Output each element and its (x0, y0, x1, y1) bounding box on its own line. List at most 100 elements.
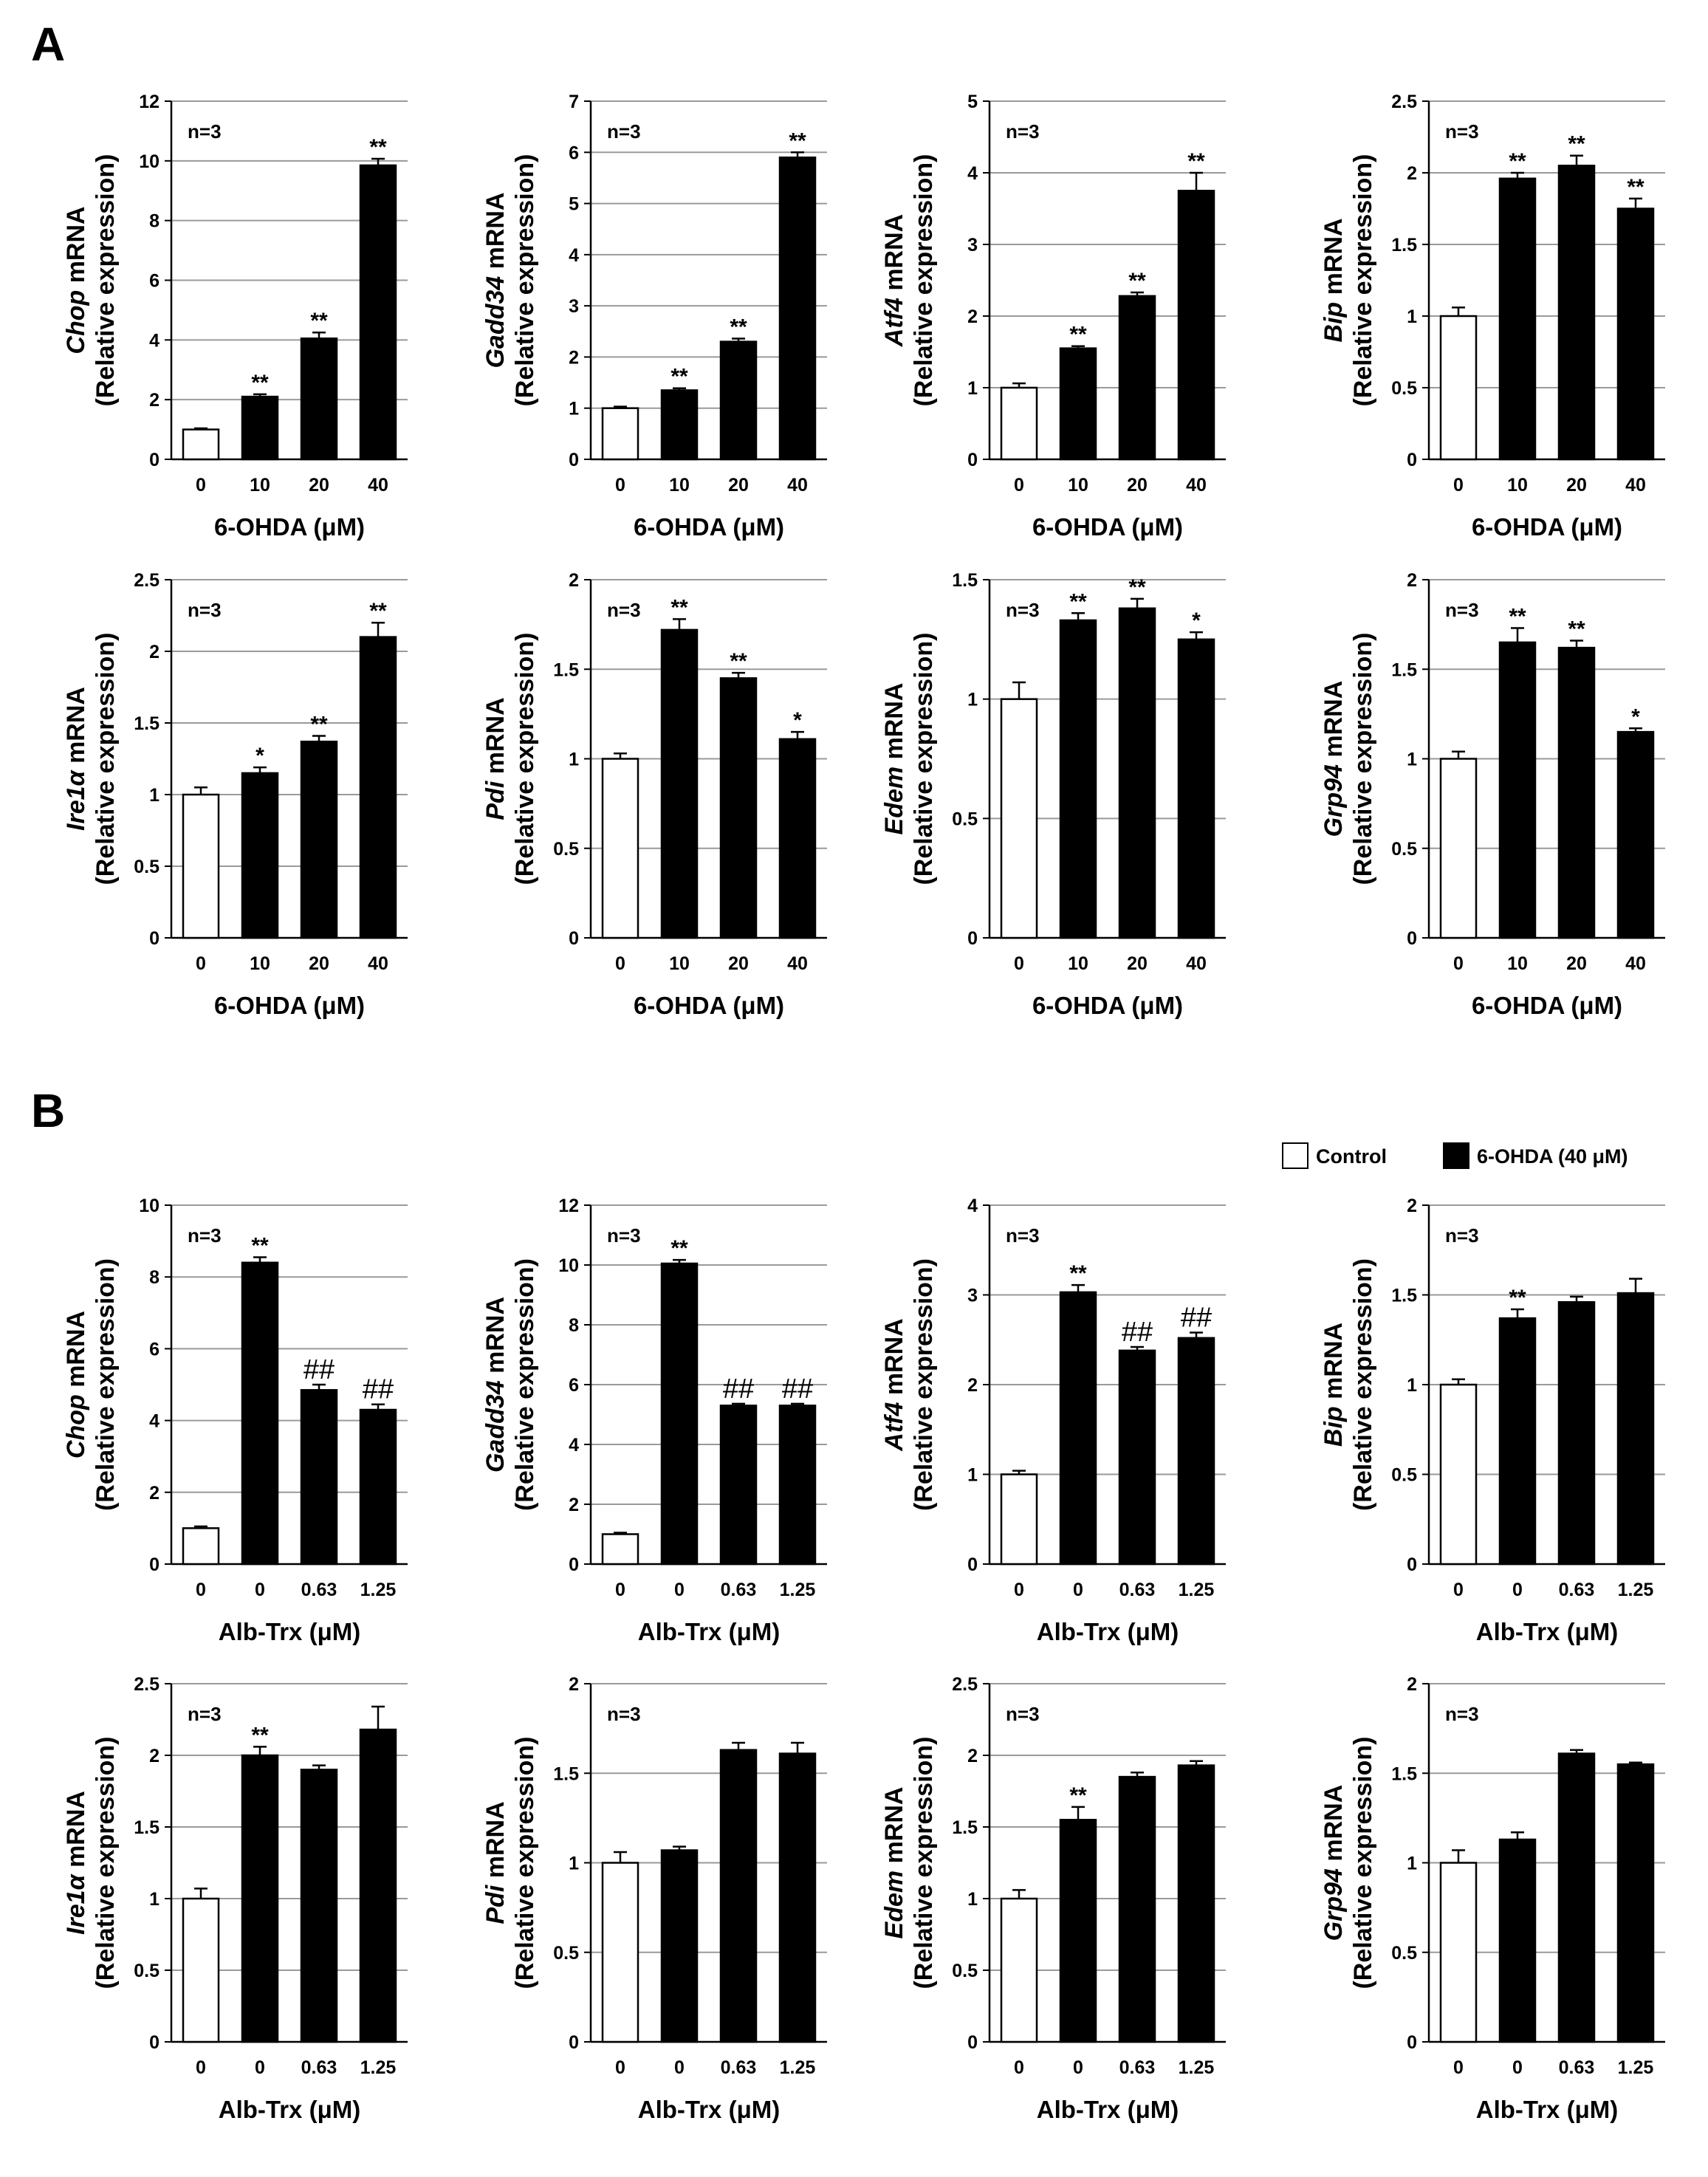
y-tick-label: 1.5 (952, 570, 978, 591)
x-axis-title: 6-OHDA (μM) (1472, 513, 1622, 541)
y-tick-label: 6 (149, 271, 160, 292)
n-label: n=3 (188, 1224, 222, 1247)
bar (719, 677, 758, 939)
x-tick-label: 0 (255, 1580, 265, 1600)
y-axis-title: Atf4 mRNA (880, 1318, 908, 1451)
bar (778, 738, 817, 939)
chart-a-gadd34: 0 1 2 3 4 5 6 7 0 ** 10 ** 20 ** 40 n=3 6-OHDA (μM) Gadd3… (481, 92, 827, 541)
y-axis-title: Ire1α mRNA (62, 1791, 90, 1935)
bar (660, 389, 699, 461)
y-axis-subtitle: (Relative expression) (910, 632, 938, 885)
x-tick-label: 0 (674, 1580, 685, 1600)
chart-b-atf4: 0 1 2 3 4 0 ** 0 ## 0.63 ## 1.25 n=3 Alb-Trx (μM) Atf4… (880, 1196, 1226, 1645)
x-tick-label: 0 (196, 475, 206, 496)
n-label: n=3 (1445, 599, 1479, 621)
x-tick-label: 10 (669, 953, 690, 974)
chart-a-chop: 0 2 4 6 8 10 12 0 ** 10 ** 20 ** 40 n=3 6-OHDA (μM) Chop… (62, 92, 408, 541)
y-axis-subtitle: (Relative expression) (511, 154, 539, 406)
x-tick-label: 0 (1014, 953, 1024, 974)
y-tick-label: 1.5 (1391, 1763, 1417, 1784)
y-tick-label: 1.5 (952, 1817, 978, 1838)
significance-label: ** (369, 135, 387, 160)
bar (778, 1405, 817, 1566)
bar (1557, 1300, 1596, 1566)
y-axis-title-suffix: mRNA (880, 1787, 908, 1871)
legend-control-label: Control (1316, 1145, 1387, 1168)
x-tick-label: 1.25 (1618, 1580, 1654, 1600)
gene-name: Atf4 (880, 298, 908, 347)
bar (1439, 758, 1478, 939)
x-tick-label: 0 (1453, 2057, 1464, 2078)
legend-control-swatch (1282, 1142, 1309, 1169)
x-tick-label: 10 (1068, 475, 1088, 496)
panel-label-b: B (31, 1084, 65, 1137)
y-tick-label: 0 (569, 1554, 579, 1575)
bar (660, 1262, 699, 1566)
x-tick-label: 40 (1625, 475, 1646, 496)
bar (1059, 1291, 1097, 1566)
x-tick-label: 10 (250, 953, 270, 974)
y-axis-title-suffix: mRNA (481, 697, 510, 781)
x-axis-title: 6-OHDA (μM) (214, 513, 365, 541)
n-label: n=3 (607, 1224, 641, 1247)
y-axis-title-suffix: mRNA (62, 1311, 90, 1394)
y-tick-label: 1.5 (134, 1817, 160, 1838)
x-tick-label: 0 (196, 2057, 206, 2078)
y-axis-title-suffix: mRNA (481, 1297, 510, 1380)
x-tick-label: 0 (674, 2057, 685, 2078)
y-axis-subtitle: (Relative expression) (92, 1736, 120, 1989)
bar (1439, 1862, 1478, 2043)
y-axis-title-suffix: mRNA (481, 1801, 510, 1885)
y-tick-label: 2 (149, 1483, 160, 1504)
bar (1000, 386, 1038, 461)
y-axis-title: Ire1α mRNA (62, 687, 90, 831)
y-tick-label: 1 (1407, 1375, 1417, 1396)
bar (1557, 165, 1596, 461)
y-tick-label: 8 (149, 211, 160, 232)
significance-label: ** (1069, 323, 1087, 347)
x-axis-title: Alb-Trx (μM) (1476, 1618, 1619, 1645)
bar (241, 1754, 279, 2043)
n-label: n=3 (1445, 1224, 1479, 1247)
bar (300, 1389, 338, 1566)
bar (1000, 1473, 1038, 1566)
x-tick-label: 10 (1507, 475, 1528, 496)
significance-label: ## (1122, 1317, 1153, 1348)
bar (601, 407, 639, 461)
significance-label: ** (1069, 589, 1087, 614)
x-tick-label: 0 (615, 953, 625, 974)
x-tick-label: 0 (615, 475, 625, 496)
y-tick-label: 1 (967, 378, 978, 399)
bar (1118, 607, 1156, 939)
chart-a-edem: 0 0.5 1 1.5 0 ** 10 ** 20 * 40 n=3 6-OHDA (μM) Edem m… (880, 570, 1226, 1019)
y-tick-label: 12 (558, 1196, 579, 1216)
n-label: n=3 (1445, 120, 1479, 143)
y-axis-title-suffix: mRNA (62, 206, 90, 289)
x-tick-label: 0.63 (1559, 1580, 1595, 1600)
x-tick-label: 10 (1507, 953, 1528, 974)
panel-label-a: A (31, 18, 65, 71)
chart-b-chop: 0 2 4 6 8 10 0 ** 0 ## 0.63 ## 1.25 n=3 Alb-Trx (μM) Ch… (62, 1196, 408, 1645)
bar (300, 1769, 338, 2043)
y-axis-title: Chop mRNA (62, 206, 90, 354)
n-label: n=3 (188, 120, 222, 143)
x-tick-label: 0 (255, 2057, 265, 2078)
y-tick-label: 2 (967, 1375, 978, 1396)
y-axis-subtitle: (Relative expression) (1349, 154, 1377, 406)
x-tick-label: 0.63 (721, 2057, 757, 2078)
x-tick-label: 0 (196, 953, 206, 974)
gene-name: Grp94 (1320, 1868, 1348, 1941)
x-tick-label: 40 (1186, 475, 1207, 496)
y-axis-title-suffix: mRNA (1320, 1323, 1348, 1406)
y-axis-title: Bip mRNA (1320, 218, 1348, 342)
y-tick-label: 10 (558, 1255, 579, 1276)
y-tick-label: 6 (569, 1375, 579, 1396)
x-axis-title: Alb-Trx (μM) (219, 1618, 361, 1645)
bar (778, 156, 817, 461)
chart-b-gadd34: 0 2 4 6 8 10 12 0 ** 0 ## 0.63 ## 1.25 n=3 Alb-Trx (μM)… (481, 1196, 827, 1645)
y-tick-label: 2 (569, 347, 579, 368)
significance-label: ** (251, 1723, 269, 1747)
y-axis-title: Pdi mRNA (481, 697, 510, 820)
y-tick-label: 2 (1407, 1196, 1417, 1216)
